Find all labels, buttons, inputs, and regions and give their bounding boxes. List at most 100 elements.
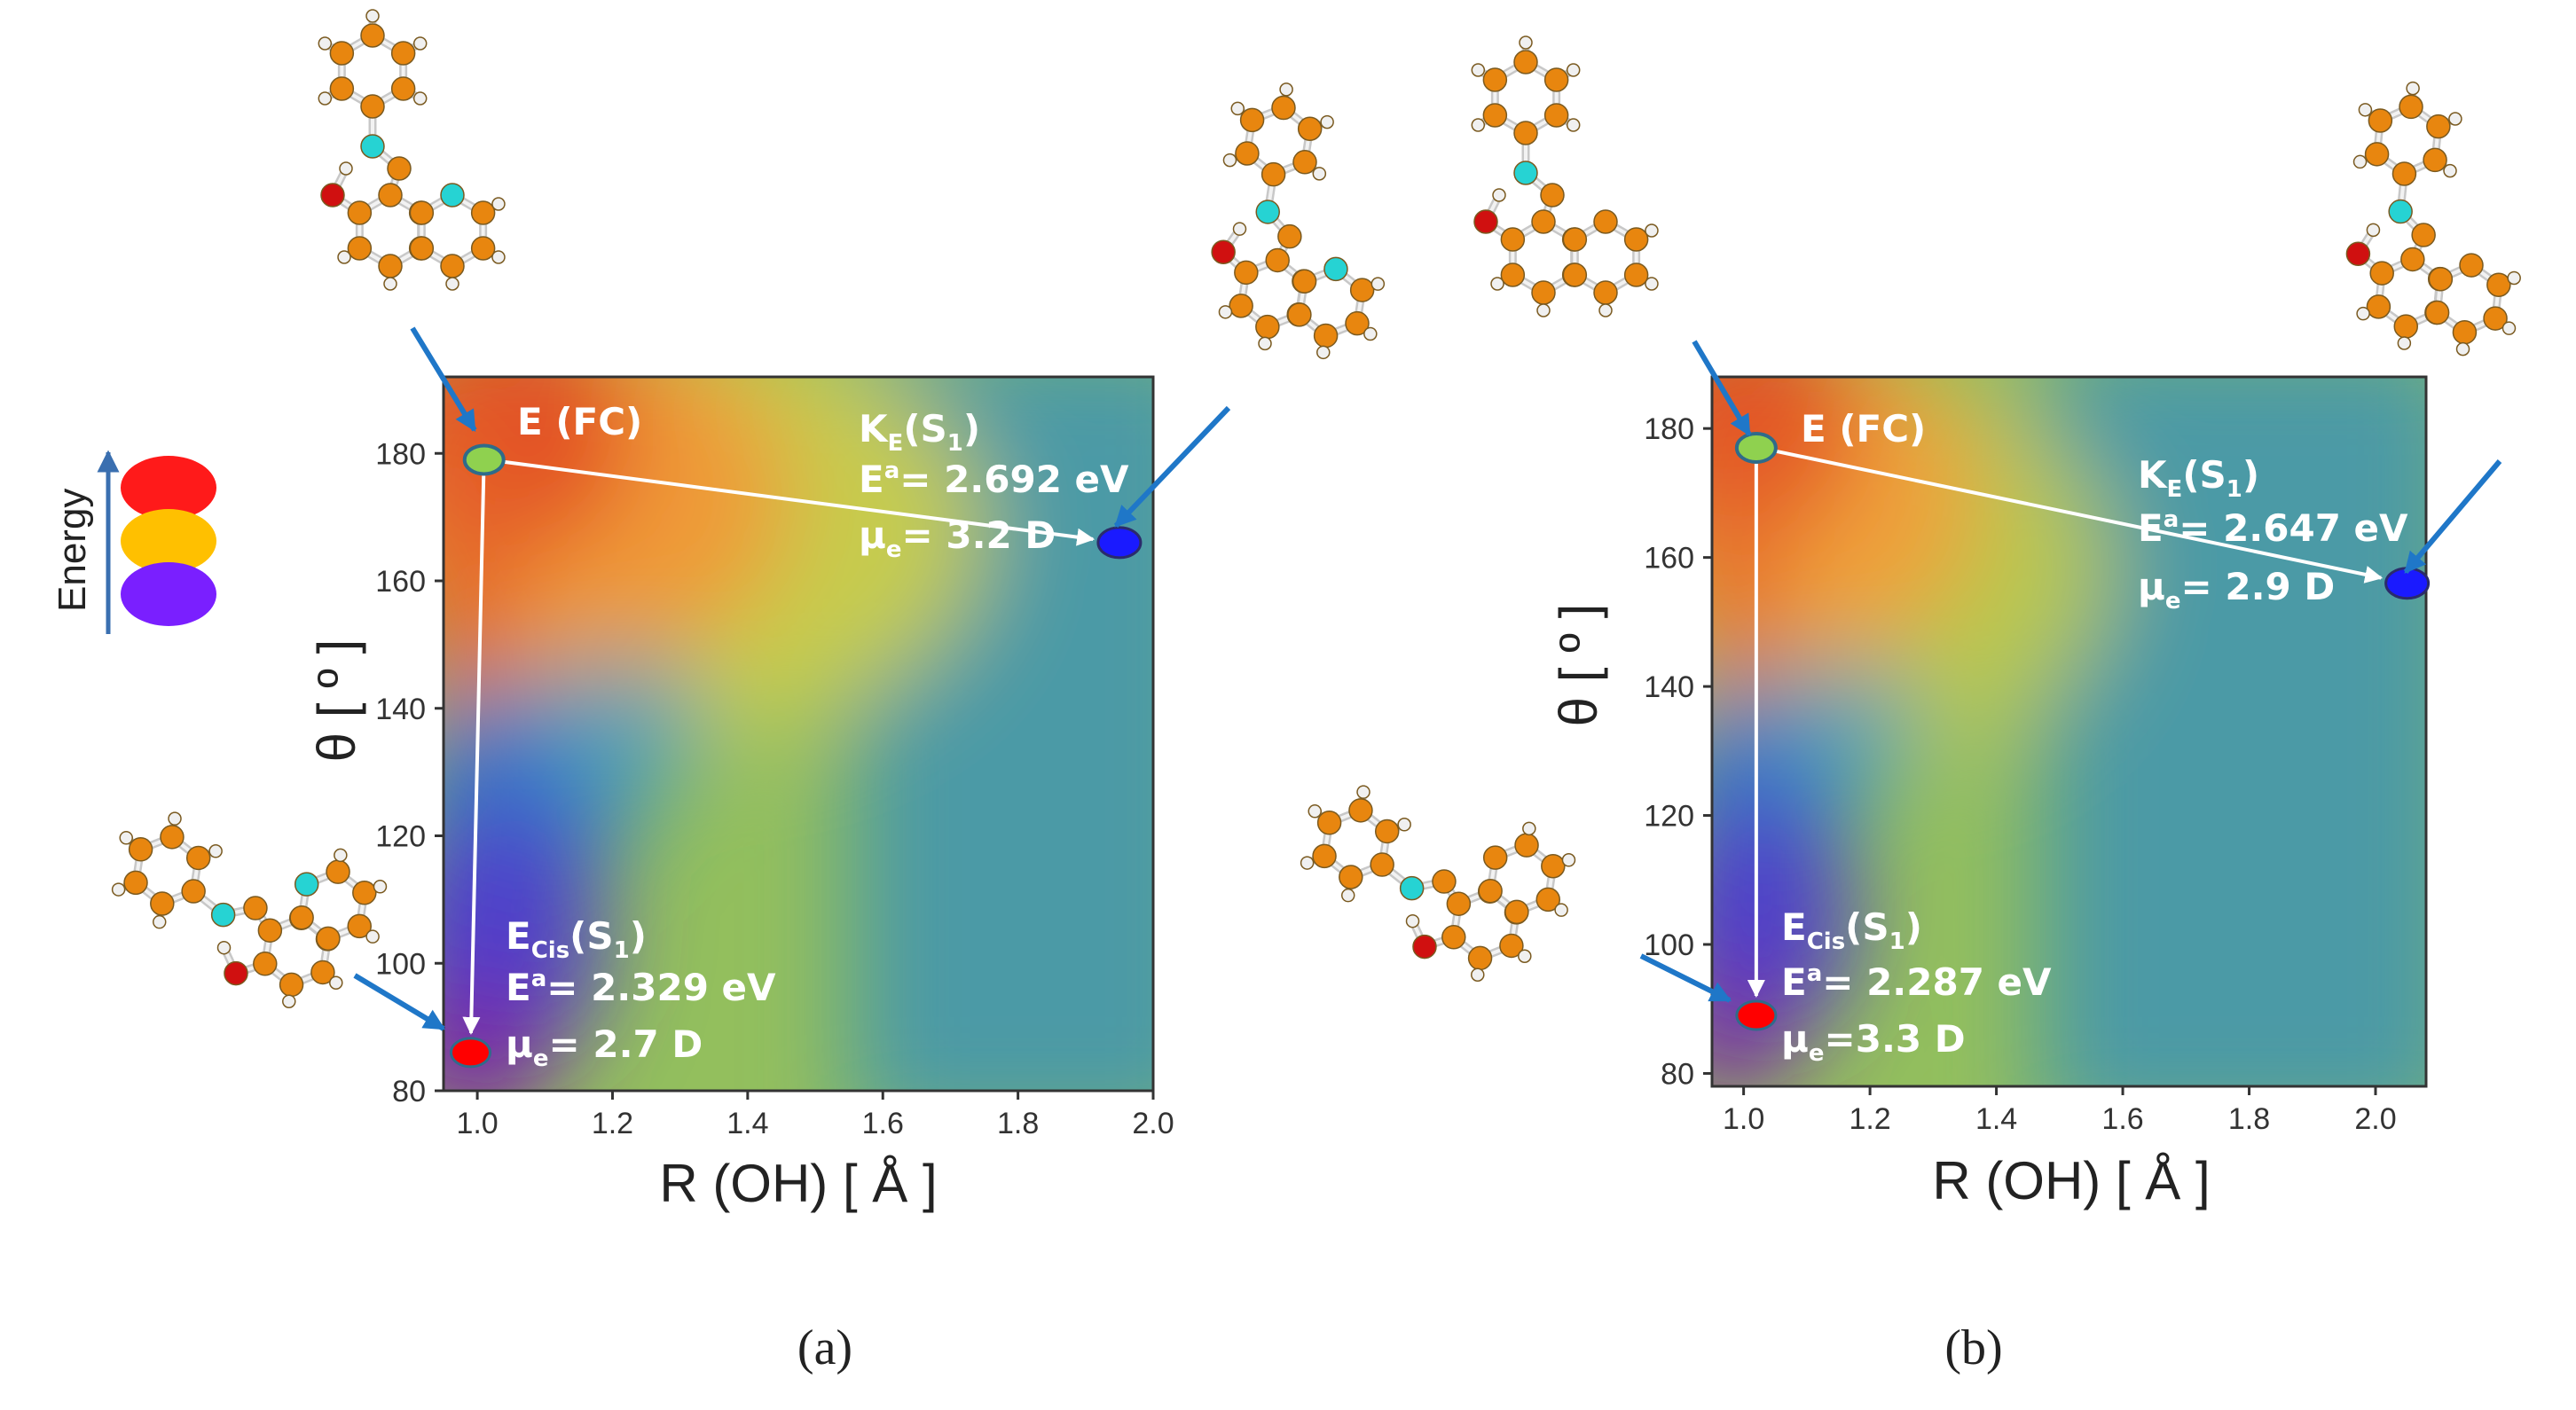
molecule-atom	[1513, 161, 1538, 185]
molecule-atom	[360, 134, 385, 159]
panel-a-x-tick-label: 1.2	[592, 1107, 633, 1140]
molecule-atom	[208, 844, 223, 858]
molecule-atom	[491, 197, 506, 211]
molecule-atom	[491, 250, 506, 264]
panel-a-y-tick-label: 80	[392, 1075, 426, 1108]
molecule-atom	[470, 200, 496, 225]
molecule-atom	[1446, 891, 1472, 916]
panel-a-point-fc	[462, 443, 506, 476]
panel-a-keto-dipole: μe= 3.2 D	[859, 513, 1056, 563]
molecule-atom	[1397, 818, 1411, 832]
panel-a-x-tick-label: 1.0	[456, 1107, 498, 1140]
panel-b-y-tick-label: 140	[1644, 670, 1694, 704]
molecule-atom	[2399, 94, 2423, 120]
molecule-atom	[337, 250, 351, 264]
molecule-atom	[1482, 67, 1508, 92]
molecule-atom	[224, 960, 248, 986]
molecule-atom	[2345, 241, 2371, 267]
molecule-atom	[2400, 247, 2425, 272]
molecule-atom	[1292, 150, 1317, 175]
molecule-atom	[387, 156, 412, 181]
molecule-atom	[1399, 875, 1425, 901]
molecule-atom	[1230, 101, 1245, 116]
molecule-atom	[1235, 141, 1260, 166]
molecule-atom	[1300, 856, 1315, 870]
panel-a-y-tick-label: 100	[375, 947, 426, 981]
molecule-atom	[378, 183, 403, 208]
panel-b-x-tick-label: 1.8	[2228, 1102, 2270, 1136]
molecule-atom	[2358, 103, 2373, 117]
panel-a-x-tick-label: 1.6	[862, 1107, 904, 1140]
molecule-atom	[1339, 865, 1363, 889]
molecule-atom	[1356, 785, 1370, 799]
molecule-atom	[440, 183, 465, 208]
molecule-atom	[1297, 116, 1323, 141]
molecule-atom	[412, 91, 428, 106]
molecule-atom	[1313, 323, 1339, 349]
panel-b-x-label: R (OH) [ Å ]	[1932, 1151, 2210, 1210]
molecule-atom	[2486, 272, 2511, 298]
molecule-atom	[2369, 261, 2394, 286]
panel-b: 80 100 120 140 160 180 1.0 1.2 1.4 1.6 1.8 2.0 R (…	[1300, 35, 2521, 1375]
molecule-atom	[334, 848, 348, 863]
molecule-atom	[1478, 878, 1503, 904]
molecule-atom	[2443, 163, 2457, 178]
panel-b-molecule-cis	[1300, 785, 1576, 982]
energy-legend-low	[121, 562, 216, 626]
molecule-atom	[2364, 142, 2390, 167]
molecule-atom	[1554, 903, 1568, 917]
panel-a-point-cis	[449, 1037, 491, 1069]
molecule-atom	[282, 994, 296, 1008]
molecule-atom	[279, 972, 304, 998]
panel-b-x-tick-label: 1.6	[2101, 1102, 2143, 1136]
panel-b-y-tick-label: 100	[1644, 928, 1694, 962]
molecule-atom	[412, 36, 428, 51]
molecule-atom	[318, 91, 333, 106]
molecule-atom	[1261, 161, 1286, 187]
molecule-atom	[373, 880, 388, 894]
molecule-atom	[329, 76, 355, 101]
panel-a-pointer-keto	[1113, 405, 1231, 529]
panel-b-keto-energy: Ea= 2.647 eV	[2138, 506, 2408, 550]
molecule-atom	[1292, 269, 1317, 294]
molecule-atom	[1412, 934, 1437, 960]
panel-b-y-tick-label: 180	[1644, 412, 1694, 446]
molecule-atom	[1279, 82, 1293, 97]
molecule-atom	[470, 236, 496, 261]
molecule-atom	[1467, 945, 1493, 971]
panel-a-x-tick-label: 2.0	[1132, 1107, 1174, 1140]
molecule-atom	[1535, 887, 1560, 913]
molecule-atom	[316, 926, 341, 952]
molecule-atom	[1320, 114, 1334, 129]
molecule-atom	[1405, 913, 1420, 928]
molecule-atom	[1543, 103, 1569, 128]
panel-a-caption: (a)	[797, 1320, 852, 1375]
molecule-atom	[1255, 200, 1280, 224]
molecule-atom	[294, 872, 319, 897]
molecule-atom	[1562, 262, 1588, 287]
molecule-atom	[1645, 223, 1659, 238]
panel-a-point-keto	[1096, 526, 1143, 560]
molecule-atom	[1504, 899, 1529, 925]
molecule-atom	[409, 200, 435, 225]
molecule-atom	[360, 94, 385, 119]
panel-b-y-tick-label: 80	[1661, 1057, 1694, 1091]
molecule-atom	[1593, 280, 1618, 305]
molecule-atom	[1562, 227, 1588, 252]
molecule-atom	[1645, 277, 1659, 291]
molecule-atom	[119, 831, 133, 845]
molecule-atom	[1473, 209, 1498, 234]
molecule-atom	[1370, 277, 1386, 291]
panel-b-molecule-fc	[1471, 35, 1659, 317]
molecule-atom	[2388, 199, 2413, 224]
molecule-atom	[329, 975, 343, 991]
molecule-atom	[1258, 336, 1272, 351]
panel-a-molecule-keto	[1211, 82, 1386, 360]
panel-b-x-tick-label: 1.0	[1723, 1102, 1764, 1136]
molecule-atom	[383, 277, 397, 291]
molecule-atom	[365, 9, 380, 23]
panel-b-keto-dipole: μe= 2.9 D	[2138, 565, 2335, 615]
molecule-atom	[1514, 833, 1539, 858]
molecule-atom	[2448, 112, 2462, 126]
molecule-atom	[2366, 294, 2391, 319]
